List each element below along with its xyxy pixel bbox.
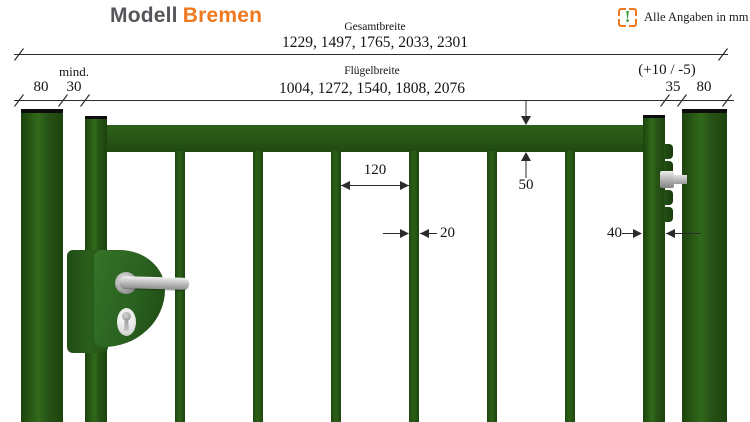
post-cap	[21, 109, 63, 113]
post-cap	[682, 109, 727, 113]
stile-cap	[643, 115, 665, 118]
dim-right-post-width: 80	[696, 79, 712, 95]
gate-bar	[331, 151, 341, 422]
icon-corner	[629, 8, 637, 16]
hinge-knuckle	[664, 161, 673, 175]
alert-exclamation-icon: !	[618, 8, 637, 27]
fluegelbreite-values: 1004, 1272, 1540, 1808, 2076	[279, 80, 465, 97]
gate-top-rail	[85, 125, 665, 152]
dim-left-gap: 30	[66, 79, 82, 95]
hinge-knuckle	[664, 207, 673, 222]
gesamtbreite-label: Gesamtbreite	[344, 21, 406, 33]
stile-cap	[85, 116, 107, 119]
left-post	[21, 113, 63, 422]
hinge-bolt-shaft	[673, 175, 687, 184]
units-note-text: Alle Angaben in mm	[644, 10, 749, 24]
fluegelbreite-label: Flügelbreite	[344, 65, 400, 77]
gate-bar	[565, 151, 575, 422]
dim-rail-height: 50	[518, 177, 534, 193]
gate-right-stile	[643, 118, 665, 422]
gate-bar	[487, 151, 497, 422]
right-post	[682, 113, 727, 422]
hinge-knuckle	[664, 190, 673, 205]
dim-hinge-gap: 35	[665, 79, 681, 95]
title-model: Modell	[110, 4, 178, 27]
gesamtbreite-values: 1229, 1497, 1765, 2033, 2301	[282, 34, 468, 51]
hinge-knuckle	[664, 144, 673, 159]
dim-bar-spacing: 120	[363, 162, 387, 178]
icon-corner	[618, 19, 626, 27]
lock-cylinder	[117, 308, 136, 336]
hinge-adjuster-bolt	[660, 171, 674, 188]
icon-corner	[618, 8, 626, 16]
dim-min-label: mind.	[59, 64, 89, 79]
dim-stile-width: 40	[607, 225, 622, 241]
keyhole-icon	[122, 312, 131, 321]
dim-left-post-width: 80	[33, 79, 49, 95]
title-brand: Bremen	[182, 4, 263, 27]
dim-tolerance: (+10 / -5)	[638, 62, 696, 78]
rail-bottom-arrow	[521, 152, 531, 161]
exclamation-glyph: !	[624, 8, 631, 26]
gate-bar	[409, 151, 419, 422]
keyhole-tail	[124, 319, 129, 331]
dim-bar-width: 20	[440, 225, 455, 241]
icon-corner	[629, 19, 637, 27]
page-title: Modell Bremen	[110, 4, 262, 28]
door-handle-lever	[119, 276, 190, 290]
units-note: ! Alle Angaben in mm	[618, 8, 749, 27]
gate-bar	[253, 151, 263, 422]
